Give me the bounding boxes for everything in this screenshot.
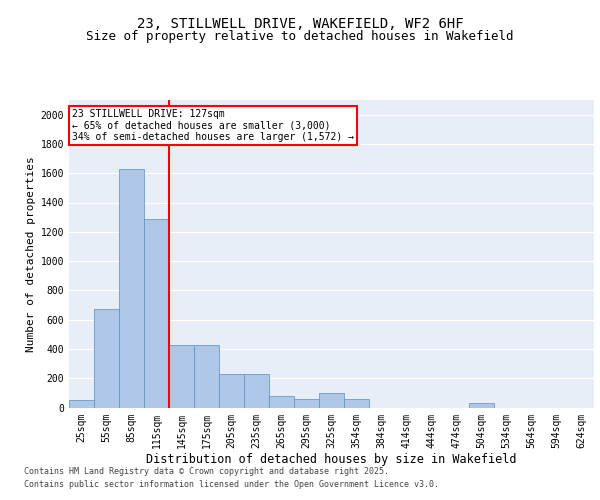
- Text: 23, STILLWELL DRIVE, WAKEFIELD, WF2 6HF: 23, STILLWELL DRIVE, WAKEFIELD, WF2 6HF: [137, 18, 463, 32]
- Text: 23 STILLWELL DRIVE: 127sqm
← 65% of detached houses are smaller (3,000)
34% of s: 23 STILLWELL DRIVE: 127sqm ← 65% of deta…: [71, 109, 353, 142]
- Text: Size of property relative to detached houses in Wakefield: Size of property relative to detached ho…: [86, 30, 514, 43]
- Bar: [144, 218, 169, 408]
- Bar: [294, 400, 319, 407]
- Bar: [244, 374, 269, 408]
- Bar: [269, 396, 294, 407]
- Bar: [469, 403, 494, 407]
- Bar: [344, 400, 369, 407]
- Text: Contains HM Land Registry data © Crown copyright and database right 2025.: Contains HM Land Registry data © Crown c…: [24, 467, 389, 476]
- Bar: [69, 400, 94, 407]
- X-axis label: Distribution of detached houses by size in Wakefield: Distribution of detached houses by size …: [146, 453, 517, 466]
- Bar: [219, 374, 244, 408]
- Bar: [169, 344, 194, 408]
- Text: Contains public sector information licensed under the Open Government Licence v3: Contains public sector information licen…: [24, 480, 439, 489]
- Y-axis label: Number of detached properties: Number of detached properties: [26, 156, 37, 352]
- Bar: [319, 393, 344, 407]
- Bar: [94, 310, 119, 408]
- Bar: [119, 169, 144, 408]
- Bar: [194, 344, 219, 408]
